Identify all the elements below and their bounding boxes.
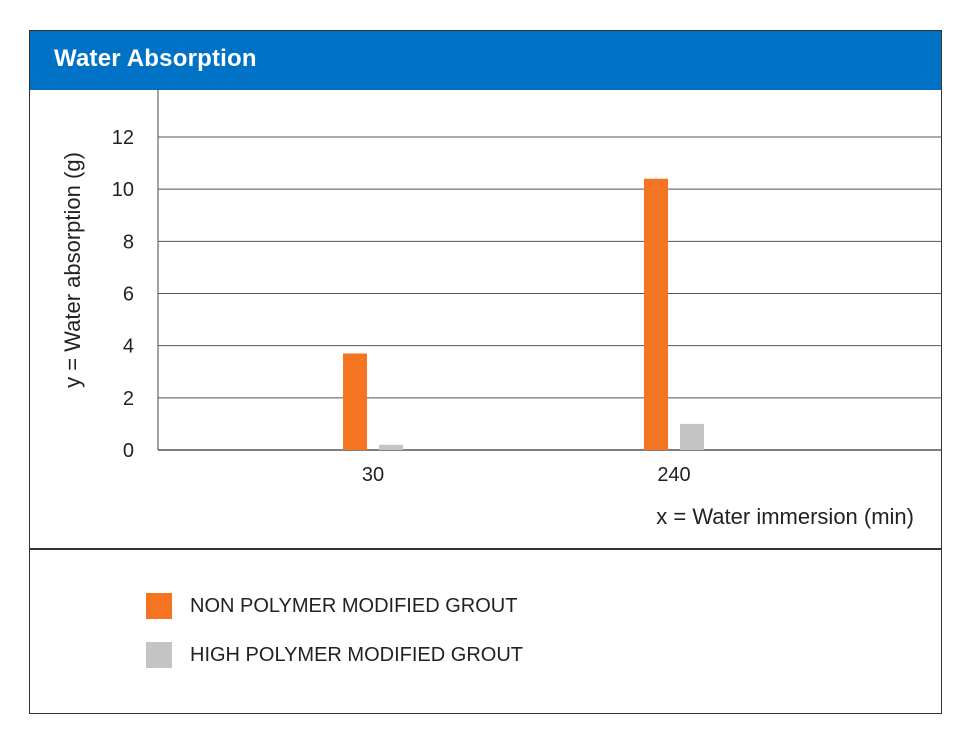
y-tick-label: 2 [123, 388, 134, 410]
chart-title: Water Absorption [54, 45, 257, 72]
x-tick-label: 30 [362, 464, 384, 486]
bar-high-polymer-30 [379, 444, 403, 450]
y-tick-label: 0 [123, 440, 134, 462]
chart-frame: Water Absorption NON POLYMER MODIFIED GR… [29, 30, 942, 714]
y-axis-label: y = Water absorption (g) [60, 152, 85, 388]
legend-label-non-polymer: NON POLYMER MODIFIED GROUT [190, 595, 518, 617]
chart-header: Water Absorption [30, 31, 941, 90]
bar-non-polymer-30 [343, 353, 367, 450]
y-tick-label: 4 [123, 336, 134, 358]
x-axis-label: x = Water immersion (min) [656, 504, 914, 529]
bar-non-polymer-240 [644, 178, 668, 450]
x-tick-label: 240 [657, 464, 690, 486]
y-tick-label: 6 [123, 284, 134, 306]
legend-label-high-polymer: HIGH POLYMER MODIFIED GROUT [190, 644, 523, 666]
legend-swatch-non-polymer [146, 593, 172, 619]
y-tick-label: 12 [112, 127, 134, 149]
legend-divider [30, 548, 941, 550]
y-tick-label: 8 [123, 231, 134, 253]
y-tick-label: 10 [112, 179, 134, 201]
bar-high-polymer-240 [680, 423, 704, 450]
legend-swatch-high-polymer [146, 642, 172, 668]
